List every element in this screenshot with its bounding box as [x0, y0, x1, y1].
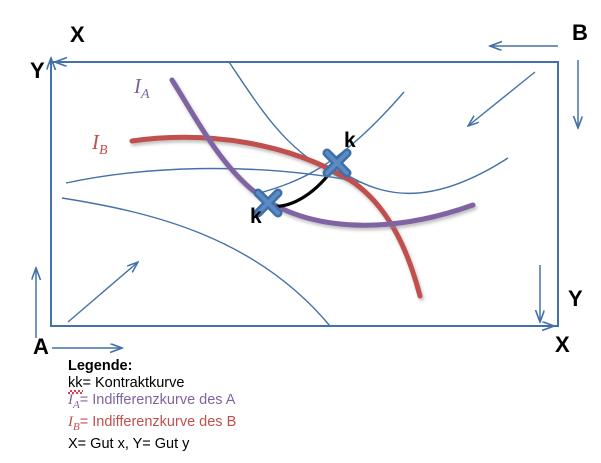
legend-symbol-kk: kk	[68, 375, 83, 394]
axis-label-y-topleft: Y	[30, 58, 45, 83]
thin-indifference-curve-a-lower	[65, 167, 361, 184]
point-label-k-upper: k	[344, 129, 356, 152]
legend-text-kk: = Kontraktkurve	[82, 375, 185, 391]
legend-title: Legende:	[68, 358, 133, 374]
legend-symbol-ib-base: I	[68, 414, 73, 430]
legend-symbol-ia-base: I	[68, 392, 73, 408]
curve-label-ia: IA	[134, 76, 150, 102]
legend-item-ib: IB= Indifferenzkurve des B	[68, 414, 368, 436]
curve-label-ia-sub: A	[141, 87, 150, 103]
legend-text-ib: = Indifferenzkurve des B	[79, 414, 237, 430]
direction-arrow-a-increasing	[67, 262, 138, 323]
axis-label-x-bottomright: X	[555, 332, 570, 357]
legend: Legende: kk= Kontraktkurve IA= Indiffere…	[68, 358, 368, 453]
direction-arrow-b-increasing	[468, 71, 536, 126]
curve-label-ia-base: I	[134, 74, 141, 98]
legend-item-ia: IA= Indifferenzkurve des A	[68, 392, 368, 414]
curve-label-ib: IB	[92, 132, 108, 158]
axis-label-x-topleft: X	[70, 22, 85, 47]
indifference-curve-b	[129, 134, 423, 299]
legend-text-ia: = Indifferenzkurve des A	[79, 392, 236, 408]
curve-label-ib-sub: B	[99, 143, 108, 159]
point-label-k-lower: k	[250, 205, 262, 228]
legend-symbol-ia: IA	[68, 392, 80, 411]
curve-label-ib-base: I	[92, 130, 99, 154]
legend-symbol-ib: IB	[68, 414, 80, 433]
indifference-curve-a	[169, 77, 476, 228]
origin-label-b: B	[572, 20, 588, 45]
edgeworth-box-frame	[50, 61, 559, 327]
thin-indifference-curve-b-left	[228, 61, 361, 187]
tangency-marker-upper	[322, 148, 352, 178]
legend-item-kk: kk= Kontraktkurve	[68, 375, 368, 392]
axis-label-y-bottomright: Y	[568, 286, 583, 311]
thin-indifference-curve-b-upper	[255, 91, 405, 195]
legend-symbol-ia-sub: A	[73, 399, 80, 411]
origin-label-a: A	[33, 334, 49, 359]
thin-indifference-curve-a-steep	[61, 197, 331, 327]
legend-symbol-ib-sub: B	[73, 421, 80, 433]
legend-item-goods: X= Gut x, Y= Gut y	[68, 436, 190, 452]
tangency-marker-lower	[253, 188, 283, 218]
